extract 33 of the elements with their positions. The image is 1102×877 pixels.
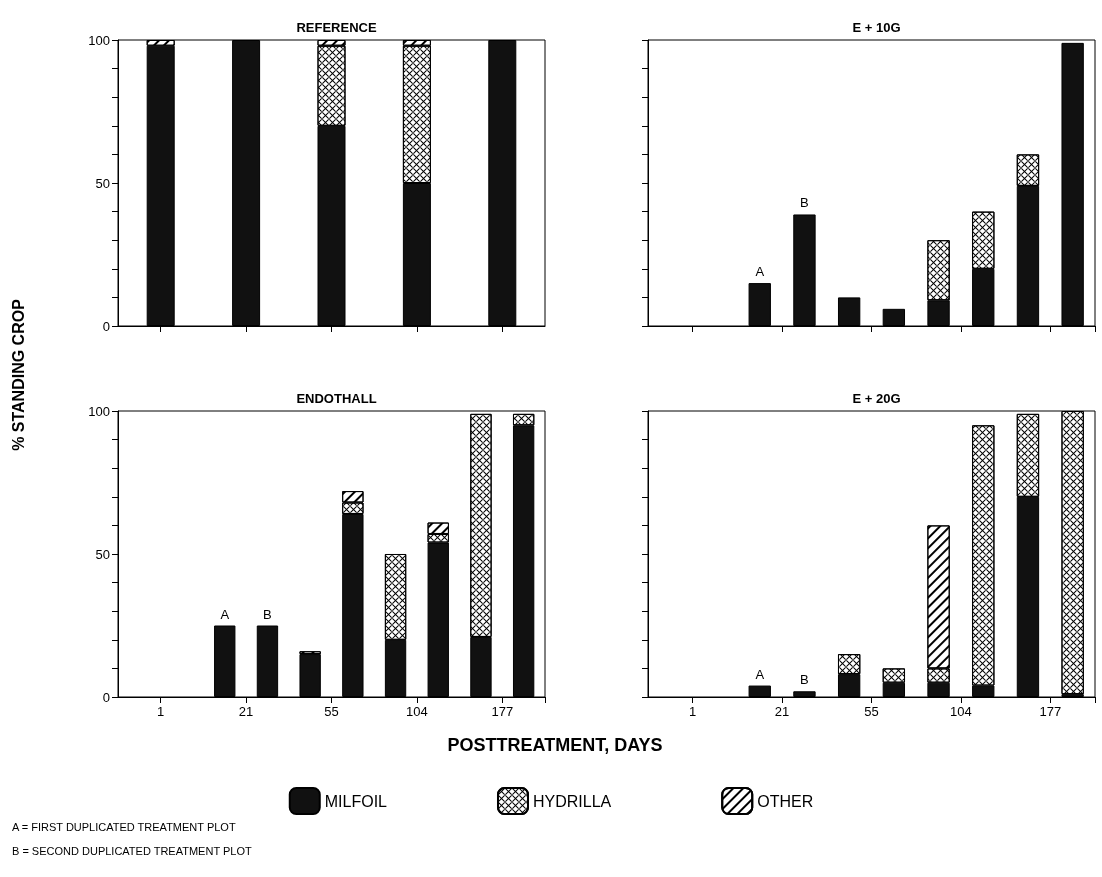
chart-title: ENDOTHALL [296,391,377,406]
chart-title: REFERENCE [296,20,377,35]
chart-title: E + 20G [852,391,901,406]
y-axis-title: % STANDING CROP [9,298,27,451]
y-tick-label: 100 [88,403,110,419]
text: B = SECOND DUPLICATED TREATMENT PLOT [12,845,252,857]
y-tick-label: 0 [102,318,110,334]
chart-title: E + 10G [852,20,901,35]
legend-label: MILFOIL [324,792,388,810]
data-label: B [263,606,272,622]
legend-label: HYDRILLA [532,792,612,810]
x-axis-title: POSTTREATMENT, DAYS [447,735,663,755]
data-label: A [220,606,230,622]
data-label: A [755,264,765,280]
y-tick-label: 50 [95,546,110,562]
x-tick-label: 104 [406,704,428,719]
x-tick-label: 1 [157,704,165,719]
x-tick-label: 21 [774,704,790,719]
x-tick-label: 55 [864,704,879,719]
y-tick-label: 50 [95,175,110,191]
x-tick-label: 177 [491,704,514,719]
text: A = FIRST DUPLICATED TREATMENT PLOT [12,821,236,833]
x-tick-label: 177 [1039,704,1062,719]
x-tick-label: 21 [238,704,254,719]
y-tick-label: 100 [88,32,110,48]
data-label: B [800,672,809,688]
legend-label: OTHER [757,792,814,810]
data-label: A [755,666,765,682]
x-tick-label: 55 [324,704,339,719]
x-tick-label: 1 [689,704,697,719]
data-label: B [800,195,809,211]
x-tick-label: 104 [950,704,972,719]
y-tick-label: 0 [102,689,110,705]
